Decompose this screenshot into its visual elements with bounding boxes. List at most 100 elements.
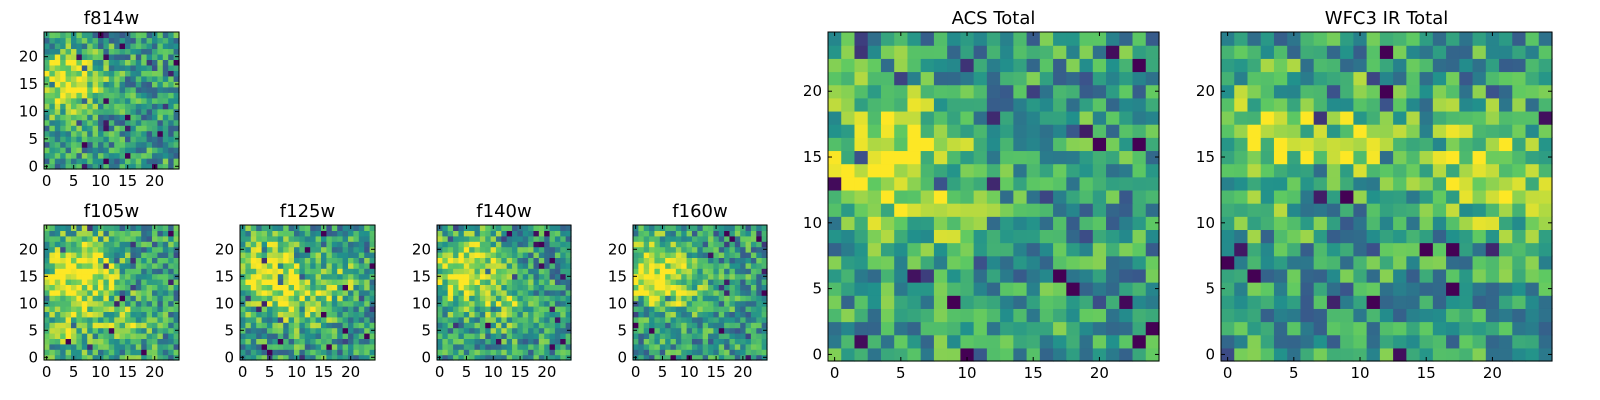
heatmap-cell <box>708 300 714 307</box>
heatmap-cell <box>277 306 284 312</box>
heatmap-cell <box>87 262 94 269</box>
heatmap-cell <box>168 53 175 60</box>
heatmap-cell <box>1106 255 1120 270</box>
heatmap-cell <box>114 273 121 280</box>
heatmap-cell <box>321 257 327 264</box>
heatmap-cell <box>506 262 513 269</box>
heatmap-cell <box>157 141 164 148</box>
heatmap-cell <box>528 333 535 339</box>
heatmap-cell <box>1260 242 1275 257</box>
heatmap-cell <box>1525 189 1540 204</box>
heatmap-cell <box>277 225 284 231</box>
heatmap-cell <box>1053 189 1067 204</box>
heatmap-cell <box>756 262 763 269</box>
heatmap-cell <box>353 311 360 318</box>
heatmap-cell <box>152 333 158 339</box>
heatmap-cell <box>250 262 257 269</box>
heatmap-cell <box>321 289 327 296</box>
heatmap-cell <box>517 230 524 237</box>
heatmap-cell <box>538 327 545 334</box>
heatmap-cell <box>1393 137 1407 152</box>
heatmap-cell <box>512 333 518 339</box>
heatmap-cell <box>1026 216 1041 230</box>
heatmap-cell <box>740 338 747 345</box>
heatmap-cell <box>146 81 153 88</box>
heatmap-cell <box>277 338 284 345</box>
heatmap-cell <box>1379 295 1394 309</box>
heatmap-cell <box>522 327 529 334</box>
heatmap-cell <box>533 262 540 269</box>
heatmap-cell <box>659 241 666 248</box>
heatmap-cell <box>157 354 164 361</box>
heatmap-cell <box>745 354 752 361</box>
heatmap-cell <box>718 225 725 231</box>
heatmap-cell <box>272 241 279 248</box>
heatmap-cell <box>304 279 311 285</box>
heatmap-cell <box>277 257 284 264</box>
heatmap-cell <box>49 119 56 126</box>
heatmap-cell <box>1013 282 1028 296</box>
heatmap-cell <box>654 257 661 264</box>
heatmap-cell <box>294 252 300 258</box>
heatmap-cell <box>49 136 56 143</box>
heatmap-cell <box>358 279 365 285</box>
heatmap-cell <box>697 235 704 242</box>
heatmap-cell <box>326 300 333 307</box>
heatmap-cell <box>474 230 481 237</box>
heatmap-cell <box>267 230 273 237</box>
heatmap-cell <box>168 92 175 99</box>
heatmap-cell <box>463 333 470 339</box>
heatmap-cell <box>756 284 763 291</box>
heatmap-cell <box>681 354 688 361</box>
heatmap-cell <box>245 295 252 302</box>
heatmap-cell <box>135 37 142 44</box>
heatmap-cell <box>734 284 741 291</box>
heatmap-cell <box>1393 176 1407 191</box>
heatmap-cell <box>1512 308 1527 323</box>
heatmap-cell <box>501 225 508 231</box>
heatmap-cell <box>750 225 757 231</box>
heatmap-cell <box>364 252 371 258</box>
heatmap-cell <box>283 273 290 280</box>
heatmap-cell <box>1340 110 1354 125</box>
heatmap-cell <box>342 225 349 231</box>
heatmap-cell <box>506 268 513 275</box>
heatmap-cell <box>920 242 935 257</box>
heatmap-cell <box>331 279 338 285</box>
heatmap-cell <box>1379 150 1394 165</box>
heatmap-cell <box>87 295 94 302</box>
heatmap-cell <box>119 268 126 275</box>
heatmap-cell <box>1340 150 1354 165</box>
heatmap-cell <box>522 349 529 356</box>
heatmap-cell <box>479 343 486 350</box>
heatmap-cell <box>1393 334 1407 349</box>
heatmap-cell <box>691 273 698 280</box>
heatmap-cell <box>261 284 268 291</box>
heatmap-cell <box>1287 163 1302 178</box>
heatmap-cell <box>474 300 481 307</box>
heatmap-cell <box>1366 242 1381 257</box>
heatmap-cell <box>437 284 443 291</box>
heatmap-cell <box>54 273 61 280</box>
heatmap-cell <box>718 289 725 296</box>
heatmap-cell <box>437 338 443 345</box>
heatmap-cell <box>740 257 747 264</box>
heatmap-cell <box>1485 321 1500 336</box>
heatmap-cell <box>162 42 169 50</box>
heatmap-cell <box>157 241 164 248</box>
heatmap-cell <box>565 268 572 275</box>
heatmap-cell <box>119 338 126 345</box>
heatmap-cell <box>240 268 246 275</box>
heatmap-cell <box>1234 150 1249 165</box>
heatmap-cell <box>1406 71 1421 86</box>
heatmap-cell <box>702 262 709 269</box>
heatmap-cell <box>1419 110 1434 125</box>
heatmap-cell <box>1379 71 1394 86</box>
y-tick-label: 5 <box>617 321 627 339</box>
heatmap-cell <box>173 158 180 165</box>
heatmap-cell <box>538 273 545 280</box>
heatmap-cell <box>71 262 77 269</box>
heatmap-cell <box>49 103 56 110</box>
heatmap-cell <box>1221 321 1235 336</box>
heatmap-cell <box>756 230 763 237</box>
